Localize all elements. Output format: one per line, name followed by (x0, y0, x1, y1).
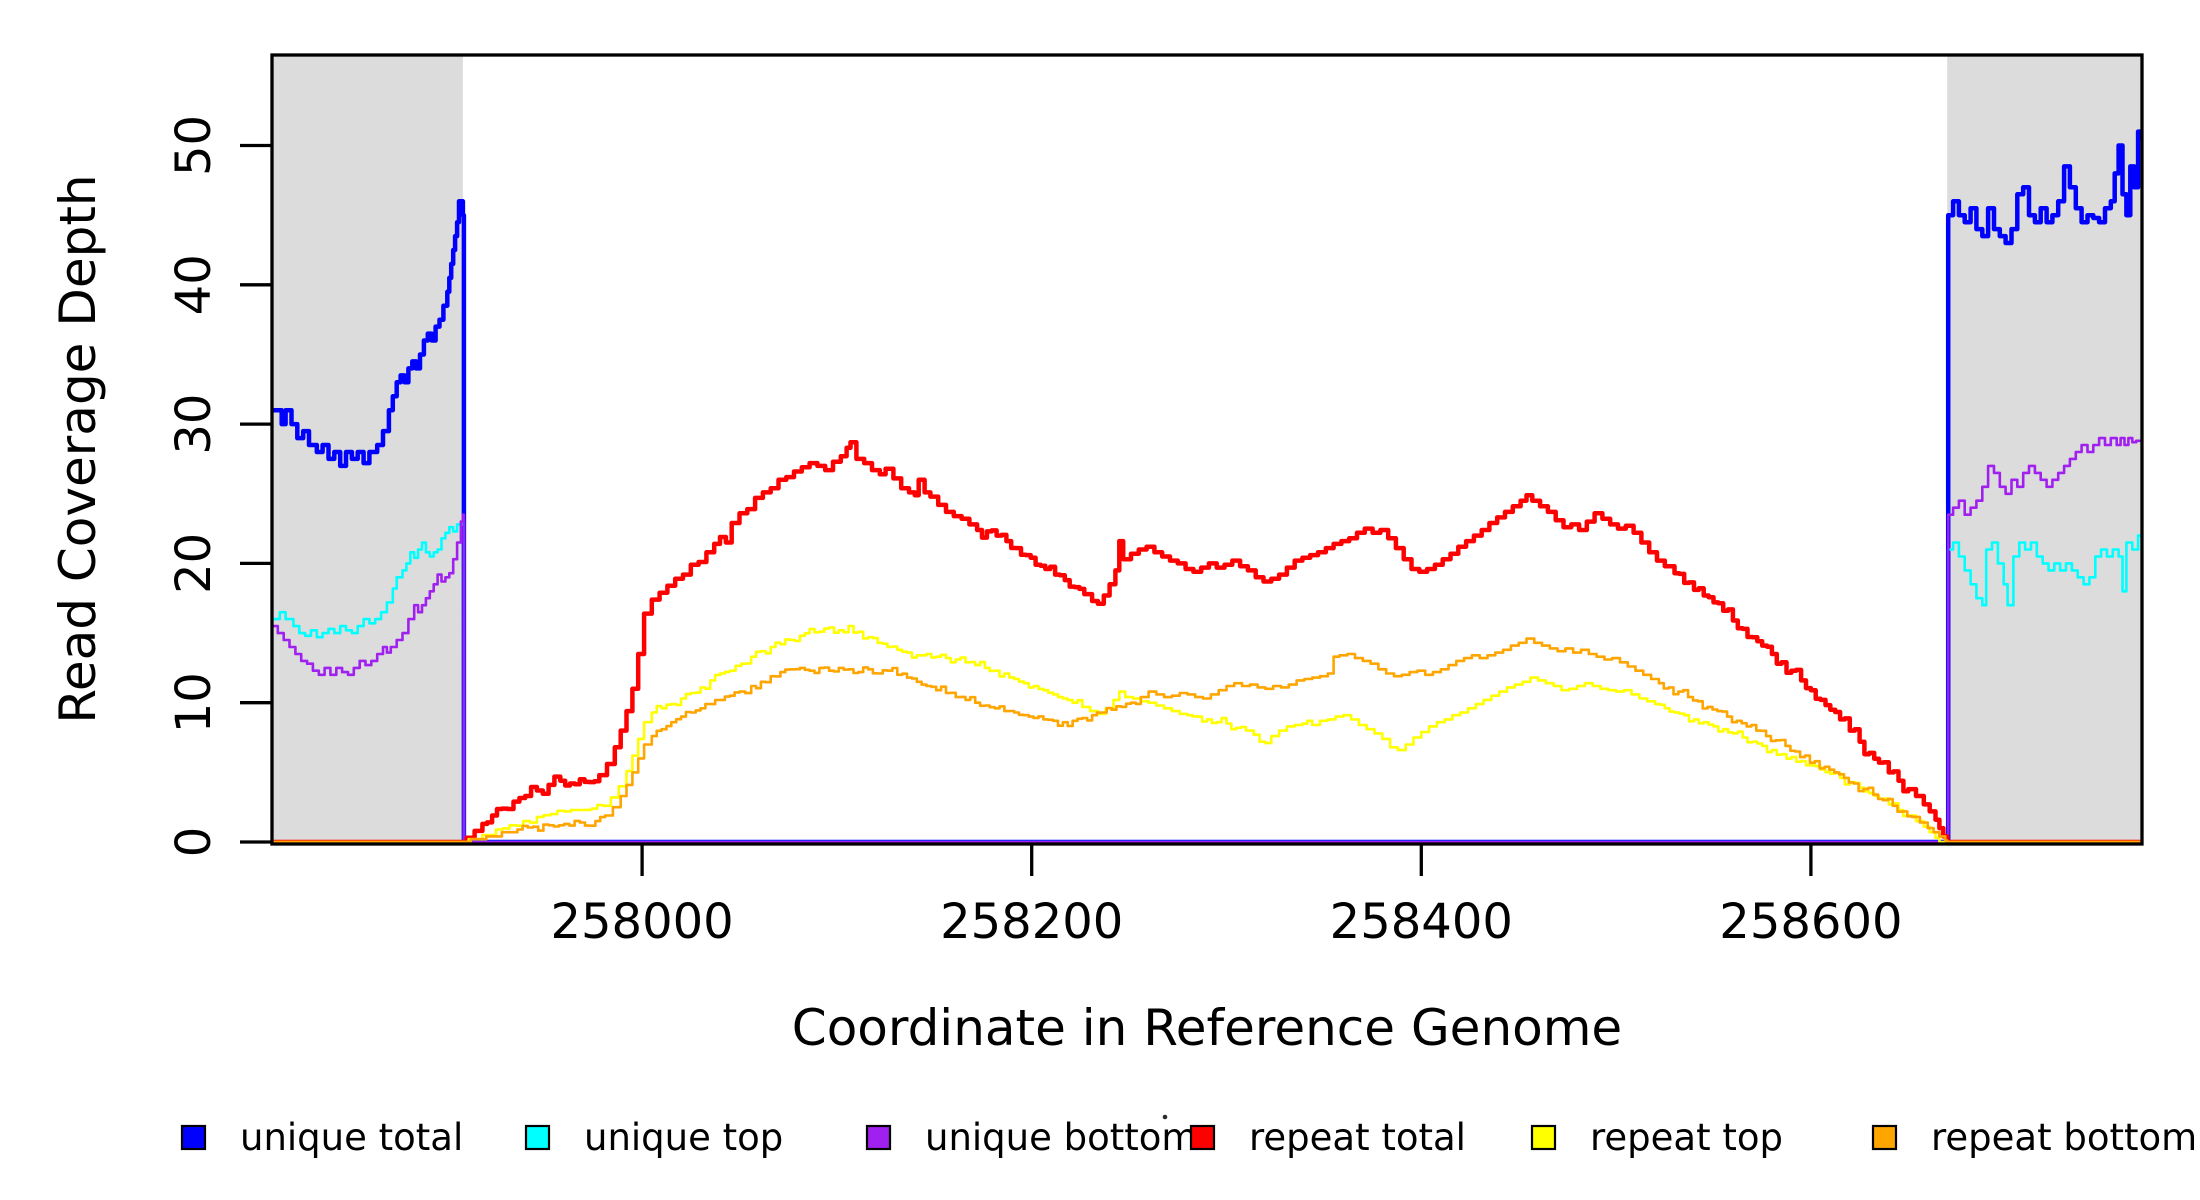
x-tick-label: 258400 (1330, 894, 1513, 950)
shaded-region (1947, 55, 2142, 844)
series-unique-bottom (272, 436, 2142, 844)
y-tick-label: 50 (166, 115, 222, 176)
shaded-region (272, 55, 463, 844)
legend-label: unique total (240, 1116, 463, 1159)
legend-label: repeat top (1590, 1116, 1783, 1159)
repeat-bottom-swatch (1871, 1124, 1898, 1151)
legend-item-unique-bottom: unique bottom (865, 1116, 1197, 1159)
series-repeat-bottom (272, 637, 2142, 844)
x-tick-label: 258600 (1719, 894, 1902, 950)
series-layer (272, 129, 2142, 844)
legend-item-repeat-total: repeat total (1189, 1116, 1466, 1159)
axis-ticks-layer: 258000 258200 258400 258600 0 10 20 30 40 50 (166, 115, 1903, 950)
legend-label: unique bottom (925, 1116, 1197, 1159)
legend-label: repeat total (1249, 1116, 1466, 1159)
series-repeat-top (272, 624, 2142, 844)
x-tick-label: 258000 (550, 894, 733, 950)
legend-item-unique-total: unique total (180, 1116, 463, 1159)
legend-item-unique-top: unique top (524, 1116, 783, 1159)
series-repeat-total (272, 439, 2142, 844)
plot-legend: unique total unique top unique bottom re… (180, 1116, 2197, 1159)
legend-item-repeat-top: repeat top (1530, 1116, 1783, 1159)
unique-bottom-swatch (865, 1124, 892, 1151)
plot-box-border (270, 53, 2144, 846)
y-tick-label: 30 (166, 394, 222, 455)
x-tick-label: 258200 (940, 894, 1123, 950)
y-tick-label: 0 (166, 827, 222, 858)
x-axis-title: Coordinate in Reference Genome (792, 999, 1622, 1057)
y-tick-label: 20 (166, 533, 222, 594)
unique-total-swatch (180, 1124, 207, 1151)
repeat-total-swatch (1189, 1124, 1216, 1151)
series-unique-total (272, 129, 2142, 844)
repeat-top-swatch (1530, 1124, 1557, 1151)
legend-label: unique top (584, 1116, 783, 1159)
y-tick-label: 10 (166, 672, 222, 733)
y-axis-title: Read Coverage Depth (49, 174, 107, 723)
legend-item-repeat-bottom: repeat bottom (1871, 1116, 2197, 1159)
stray-dot-artifact (1162, 1114, 1168, 1120)
unique-top-swatch (524, 1124, 551, 1151)
shaded-regions-layer (272, 55, 2142, 844)
legend-label: repeat bottom (1931, 1116, 2197, 1159)
y-tick-label: 40 (166, 254, 222, 315)
